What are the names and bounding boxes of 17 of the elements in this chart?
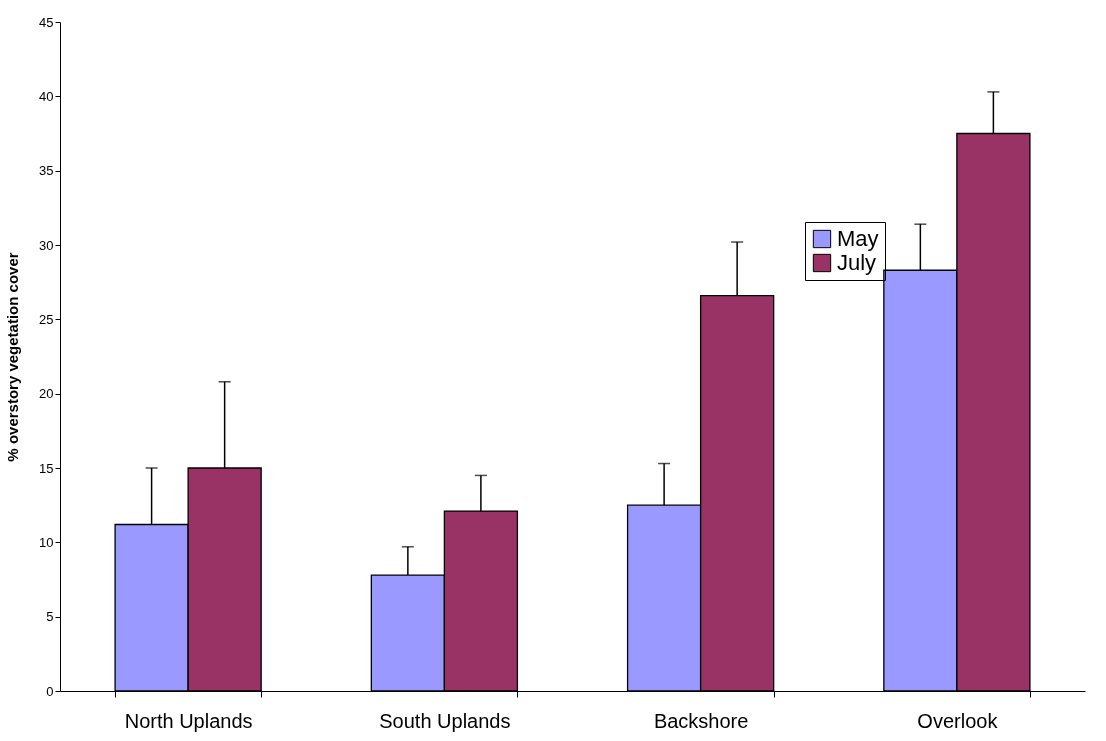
- y-tick-label: 25: [39, 311, 54, 327]
- x-tick-label: South Uplands: [379, 709, 511, 732]
- y-tick-label: 0: [46, 683, 54, 699]
- x-tick-label: North Uplands: [124, 709, 253, 732]
- legend-label: May: [837, 226, 879, 251]
- y-tick-label: 40: [39, 88, 54, 104]
- y-tick-label: 20: [39, 386, 54, 402]
- y-tick-label: 30: [39, 237, 54, 253]
- y-tick-label: 35: [39, 163, 54, 179]
- y-tick-label: 15: [39, 460, 54, 476]
- x-tick-label: Backshore: [653, 709, 749, 732]
- y-tick-label: 10: [39, 534, 54, 550]
- y-axis-title: % overstory vegetation cover: [4, 252, 22, 462]
- x-tick-label: Overlook: [917, 709, 999, 732]
- y-tick-label: 5: [46, 609, 54, 625]
- legend-label: July: [837, 250, 877, 275]
- y-tick-label: 45: [39, 14, 54, 30]
